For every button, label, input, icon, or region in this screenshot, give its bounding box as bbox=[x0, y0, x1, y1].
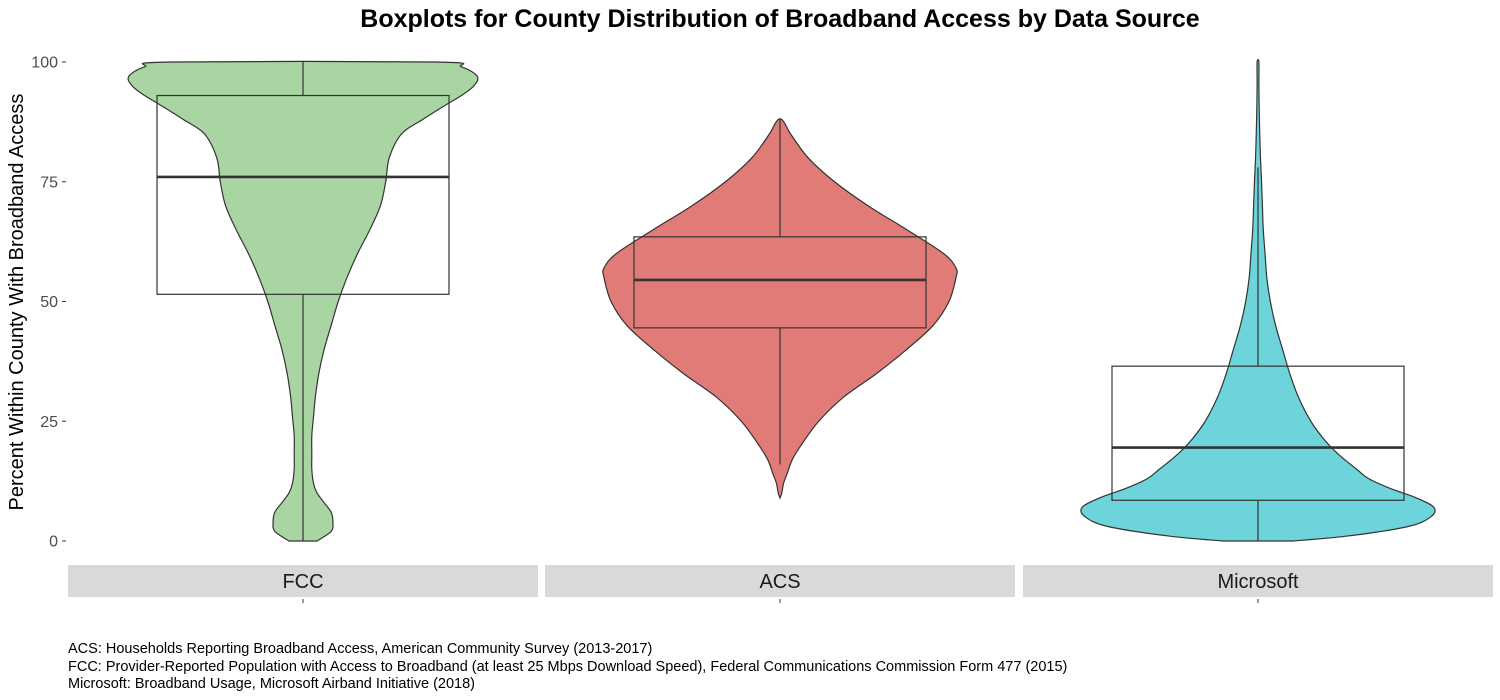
y-tick-label: 50 bbox=[40, 294, 58, 311]
y-axis-label: Percent Within County With Broadband Acc… bbox=[6, 94, 28, 511]
y-tick-label: 75 bbox=[40, 174, 58, 191]
chart-panels: FCC ACS Microsoft bbox=[68, 59, 1493, 603]
caption: ACS: Households Reporting Broadband Acce… bbox=[68, 641, 1067, 694]
box-microsoft bbox=[1111, 365, 1405, 501]
panel-fcc: FCC bbox=[68, 60, 538, 603]
box-fcc bbox=[156, 94, 450, 295]
panel-acs: ACS bbox=[545, 118, 1015, 603]
strip-label-fcc: FCC bbox=[282, 571, 323, 593]
violin-acs bbox=[602, 118, 958, 500]
y-tick-label: 0 bbox=[49, 534, 58, 551]
violin-chart: Boxplots for County Distribution of Broa… bbox=[6, 5, 1493, 603]
strip-label-microsoft: Microsoft bbox=[1217, 571, 1299, 593]
strip-background bbox=[545, 565, 1015, 597]
strip-background bbox=[68, 565, 538, 597]
box-acs bbox=[633, 236, 927, 329]
panel-microsoft: Microsoft bbox=[1023, 59, 1493, 603]
caption-line-fcc: FCC: Provider-Reported Population with A… bbox=[68, 658, 1068, 675]
y-tick-label: 25 bbox=[40, 414, 58, 431]
strip-label-acs: ACS bbox=[759, 571, 800, 593]
y-axis: 0 25 50 75 100 bbox=[31, 55, 66, 551]
chart-title: Boxplots for County Distribution of Broa… bbox=[360, 5, 1200, 33]
caption-line-acs: ACS: Households Reporting Broadband Acce… bbox=[68, 641, 653, 657]
caption-line-microsoft: Microsoft: Broadband Usage, Microsoft Ai… bbox=[68, 676, 476, 692]
y-tick-label: 100 bbox=[31, 55, 58, 72]
strip-background bbox=[1023, 565, 1493, 597]
